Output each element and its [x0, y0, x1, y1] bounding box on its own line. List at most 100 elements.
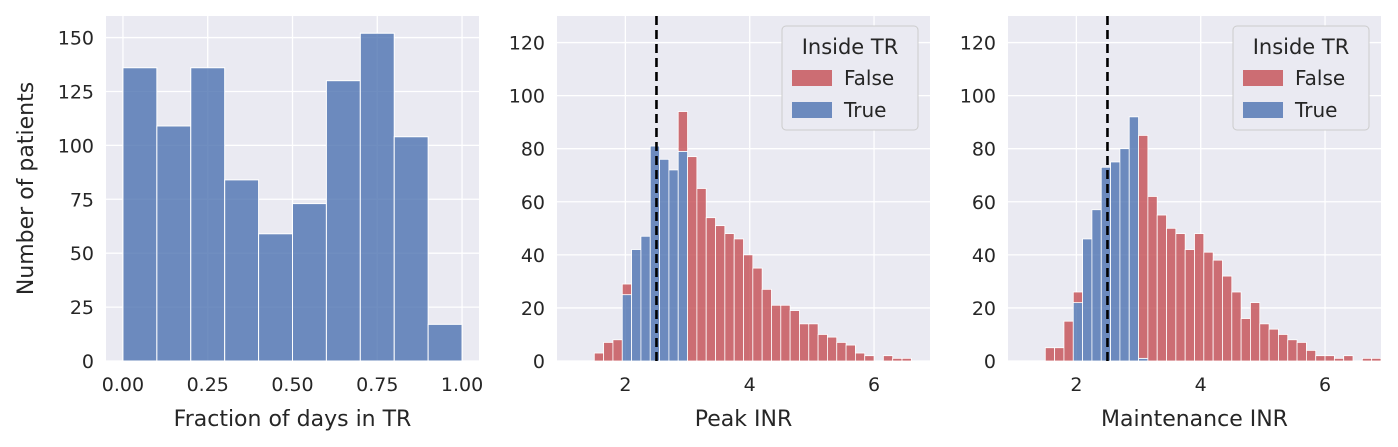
legend-title: Inside TR — [1253, 35, 1350, 59]
y-tick-label: 120 — [960, 33, 996, 55]
bar-false — [752, 267, 763, 362]
bar-false — [1072, 291, 1084, 304]
legend-swatch-false — [792, 70, 832, 86]
legend-label-false: False — [844, 66, 894, 90]
bar-true — [621, 294, 633, 362]
legend-title: Inside TR — [802, 35, 899, 59]
x-tick-label: 0.00 — [102, 374, 144, 396]
x-tick-label: 1.00 — [441, 374, 483, 396]
bar-false — [715, 225, 726, 362]
chart-panel-1: 0 25 50 75 100 125 150 0.00 0.25 0.50 0.75 1.00 Frac… — [14, 16, 483, 432]
y-tick-label: 0 — [984, 351, 996, 373]
bar-false — [892, 357, 903, 362]
bar-true — [668, 169, 679, 362]
histogram-bar — [325, 80, 361, 362]
bar-false — [1184, 249, 1195, 362]
y-tick-label: 0 — [82, 351, 94, 373]
bar-false — [1175, 233, 1186, 362]
y-tick-label: 25 — [70, 297, 94, 319]
histogram-bar — [359, 32, 395, 362]
bar-false — [855, 352, 866, 362]
bar-true — [1082, 238, 1093, 362]
y-tick-label: 125 — [58, 81, 94, 103]
x-tick-label: 6 — [868, 374, 880, 396]
y-tick-label: 75 — [70, 189, 94, 211]
bar-false — [724, 233, 735, 362]
bar-false — [1333, 357, 1345, 362]
bar-false — [733, 238, 744, 362]
bar-true — [677, 150, 688, 362]
bar-false — [780, 304, 791, 362]
y-tick-label: 40 — [521, 245, 545, 267]
y-tick-label: 60 — [972, 192, 996, 214]
y-tick-label: 40 — [972, 245, 996, 267]
legend-label-false: False — [1295, 66, 1345, 90]
y-tick-label: 20 — [972, 298, 996, 320]
bar-false — [1166, 227, 1177, 362]
bar-false — [1361, 357, 1373, 362]
bar-false — [808, 323, 819, 362]
bar-false — [1138, 135, 1149, 359]
histogram-bar — [122, 67, 158, 362]
histogram-bar — [393, 136, 429, 362]
bar-false — [1324, 355, 1335, 362]
x-tick-label: 2 — [619, 374, 631, 396]
chart-panel-2: 0 20 40 60 80 100 120 2 4 6 Peak INR Inside TR False… — [509, 16, 930, 432]
bar-false — [1315, 355, 1326, 362]
x-axis-label: Maintenance INR — [1101, 407, 1288, 432]
legend-swatch-false — [1243, 70, 1283, 86]
bar-true — [659, 158, 670, 362]
bar-false — [901, 357, 912, 362]
bar-false — [1240, 318, 1251, 362]
bar-false — [1194, 233, 1205, 362]
bar-false — [799, 323, 810, 362]
bar-true — [649, 145, 660, 362]
bar-false — [705, 217, 716, 362]
bar-false — [743, 254, 754, 362]
bar-false — [1222, 275, 1233, 362]
bar-true — [1119, 148, 1130, 362]
bar-false — [1259, 323, 1270, 362]
bar-false — [1268, 328, 1279, 362]
bar-true — [1128, 116, 1139, 362]
y-tick-label: 80 — [972, 139, 996, 161]
x-axis-label: Fraction of days in TR — [174, 407, 412, 432]
bar-true — [631, 249, 642, 362]
bar-false — [1063, 320, 1074, 362]
bar-false — [836, 342, 847, 362]
bar-false — [761, 288, 772, 362]
y-tick-label: 150 — [58, 28, 94, 50]
y-axis-label: Number of patients — [14, 82, 39, 295]
bar-true — [1110, 161, 1121, 362]
bar-true — [640, 235, 651, 362]
bar-false — [612, 339, 623, 362]
bar-false — [687, 156, 698, 362]
histogram-bar — [156, 125, 192, 362]
bar-false — [817, 334, 828, 362]
bar-false — [882, 355, 894, 362]
x-tick-label: 0.50 — [271, 374, 313, 396]
chart-panel-3: 0 20 40 60 80 100 120 2 4 6 Maintenance INR Inside … — [960, 16, 1382, 432]
y-tick-label: 20 — [521, 298, 545, 320]
bar-false — [677, 111, 688, 152]
bar-false — [1343, 355, 1354, 362]
bar-true — [1091, 209, 1102, 362]
bar-true — [1072, 302, 1084, 362]
bar-false — [1231, 291, 1242, 362]
bar-false — [771, 304, 782, 362]
x-tick-label: 2 — [1070, 374, 1082, 396]
legend-label-true: True — [843, 98, 886, 122]
bar-false — [1054, 347, 1065, 362]
bar-false — [1250, 302, 1261, 362]
bar-false — [1287, 339, 1298, 362]
histogram-bar — [258, 233, 294, 362]
legend-label-true: True — [1294, 98, 1337, 122]
y-tick-label: 80 — [521, 139, 545, 161]
bar-false — [1044, 347, 1056, 362]
y-tick-label: 50 — [70, 243, 94, 265]
legend: Inside TR False True — [781, 25, 919, 131]
bar-false — [1212, 259, 1223, 362]
histogram-bar — [427, 323, 463, 362]
bar-false — [621, 283, 633, 296]
